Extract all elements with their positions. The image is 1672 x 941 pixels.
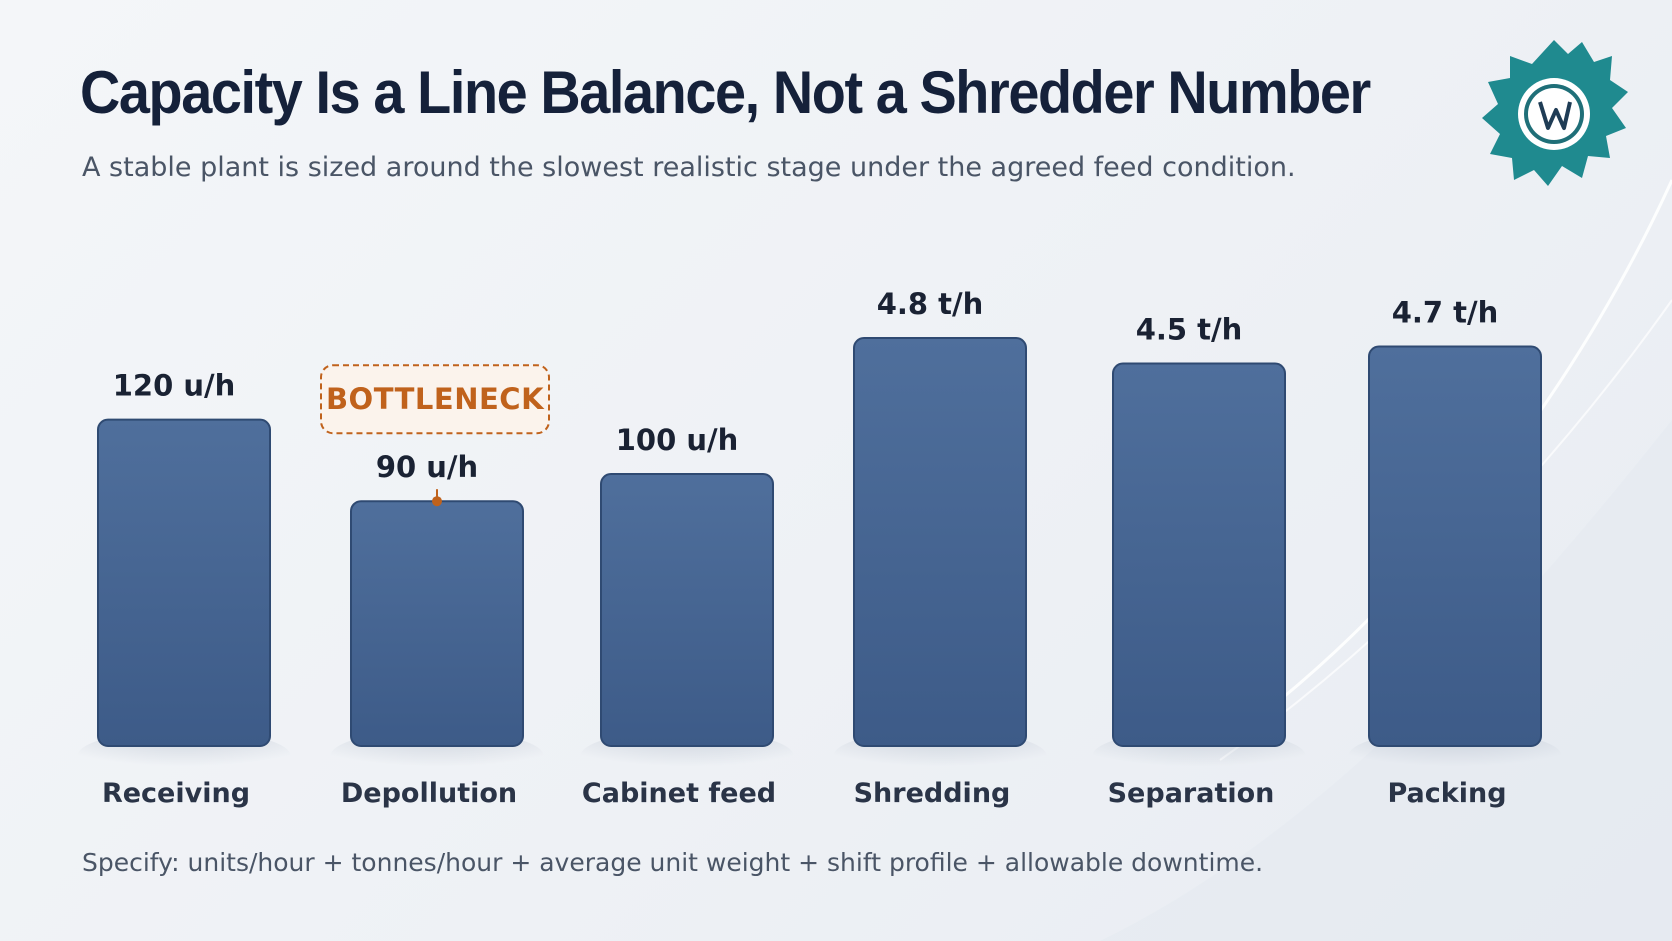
- bar-shredding: [853, 337, 1027, 747]
- bar-separation: [1112, 362, 1286, 747]
- category-label: Cabinet feed: [582, 778, 776, 809]
- category-label: Separation: [1108, 778, 1275, 809]
- data-label: 90 u/h: [376, 450, 478, 484]
- bottleneck-badge: [320, 364, 550, 435]
- category-label: Shredding: [854, 778, 1011, 809]
- data-label: 120 u/h: [113, 369, 236, 403]
- data-label: 4.8 t/h: [877, 287, 984, 321]
- bar-depollution: [350, 500, 524, 748]
- bar-packing: [1368, 345, 1542, 747]
- bar-receiving: [97, 418, 271, 747]
- data-label: 4.7 t/h: [1392, 296, 1499, 330]
- footer-note: Specify: units/hour + tonnes/hour + aver…: [82, 848, 1264, 877]
- gear-w-logo-icon: [1482, 40, 1628, 186]
- data-label: 100 u/h: [616, 423, 739, 457]
- category-label: Receiving: [102, 778, 250, 809]
- data-label: 4.5 t/h: [1136, 313, 1243, 347]
- bottleneck-label: BOTTLENECK: [326, 382, 545, 416]
- page-subtitle: A stable plant is sized around the slowe…: [82, 152, 1296, 183]
- bar-cabinet-feed: [600, 473, 774, 747]
- bottleneck-dot: [432, 496, 442, 507]
- page-title: Capacity Is a Line Balance, Not a Shredd…: [80, 59, 1371, 126]
- category-label: Packing: [1387, 778, 1506, 809]
- category-label: Depollution: [341, 778, 517, 809]
